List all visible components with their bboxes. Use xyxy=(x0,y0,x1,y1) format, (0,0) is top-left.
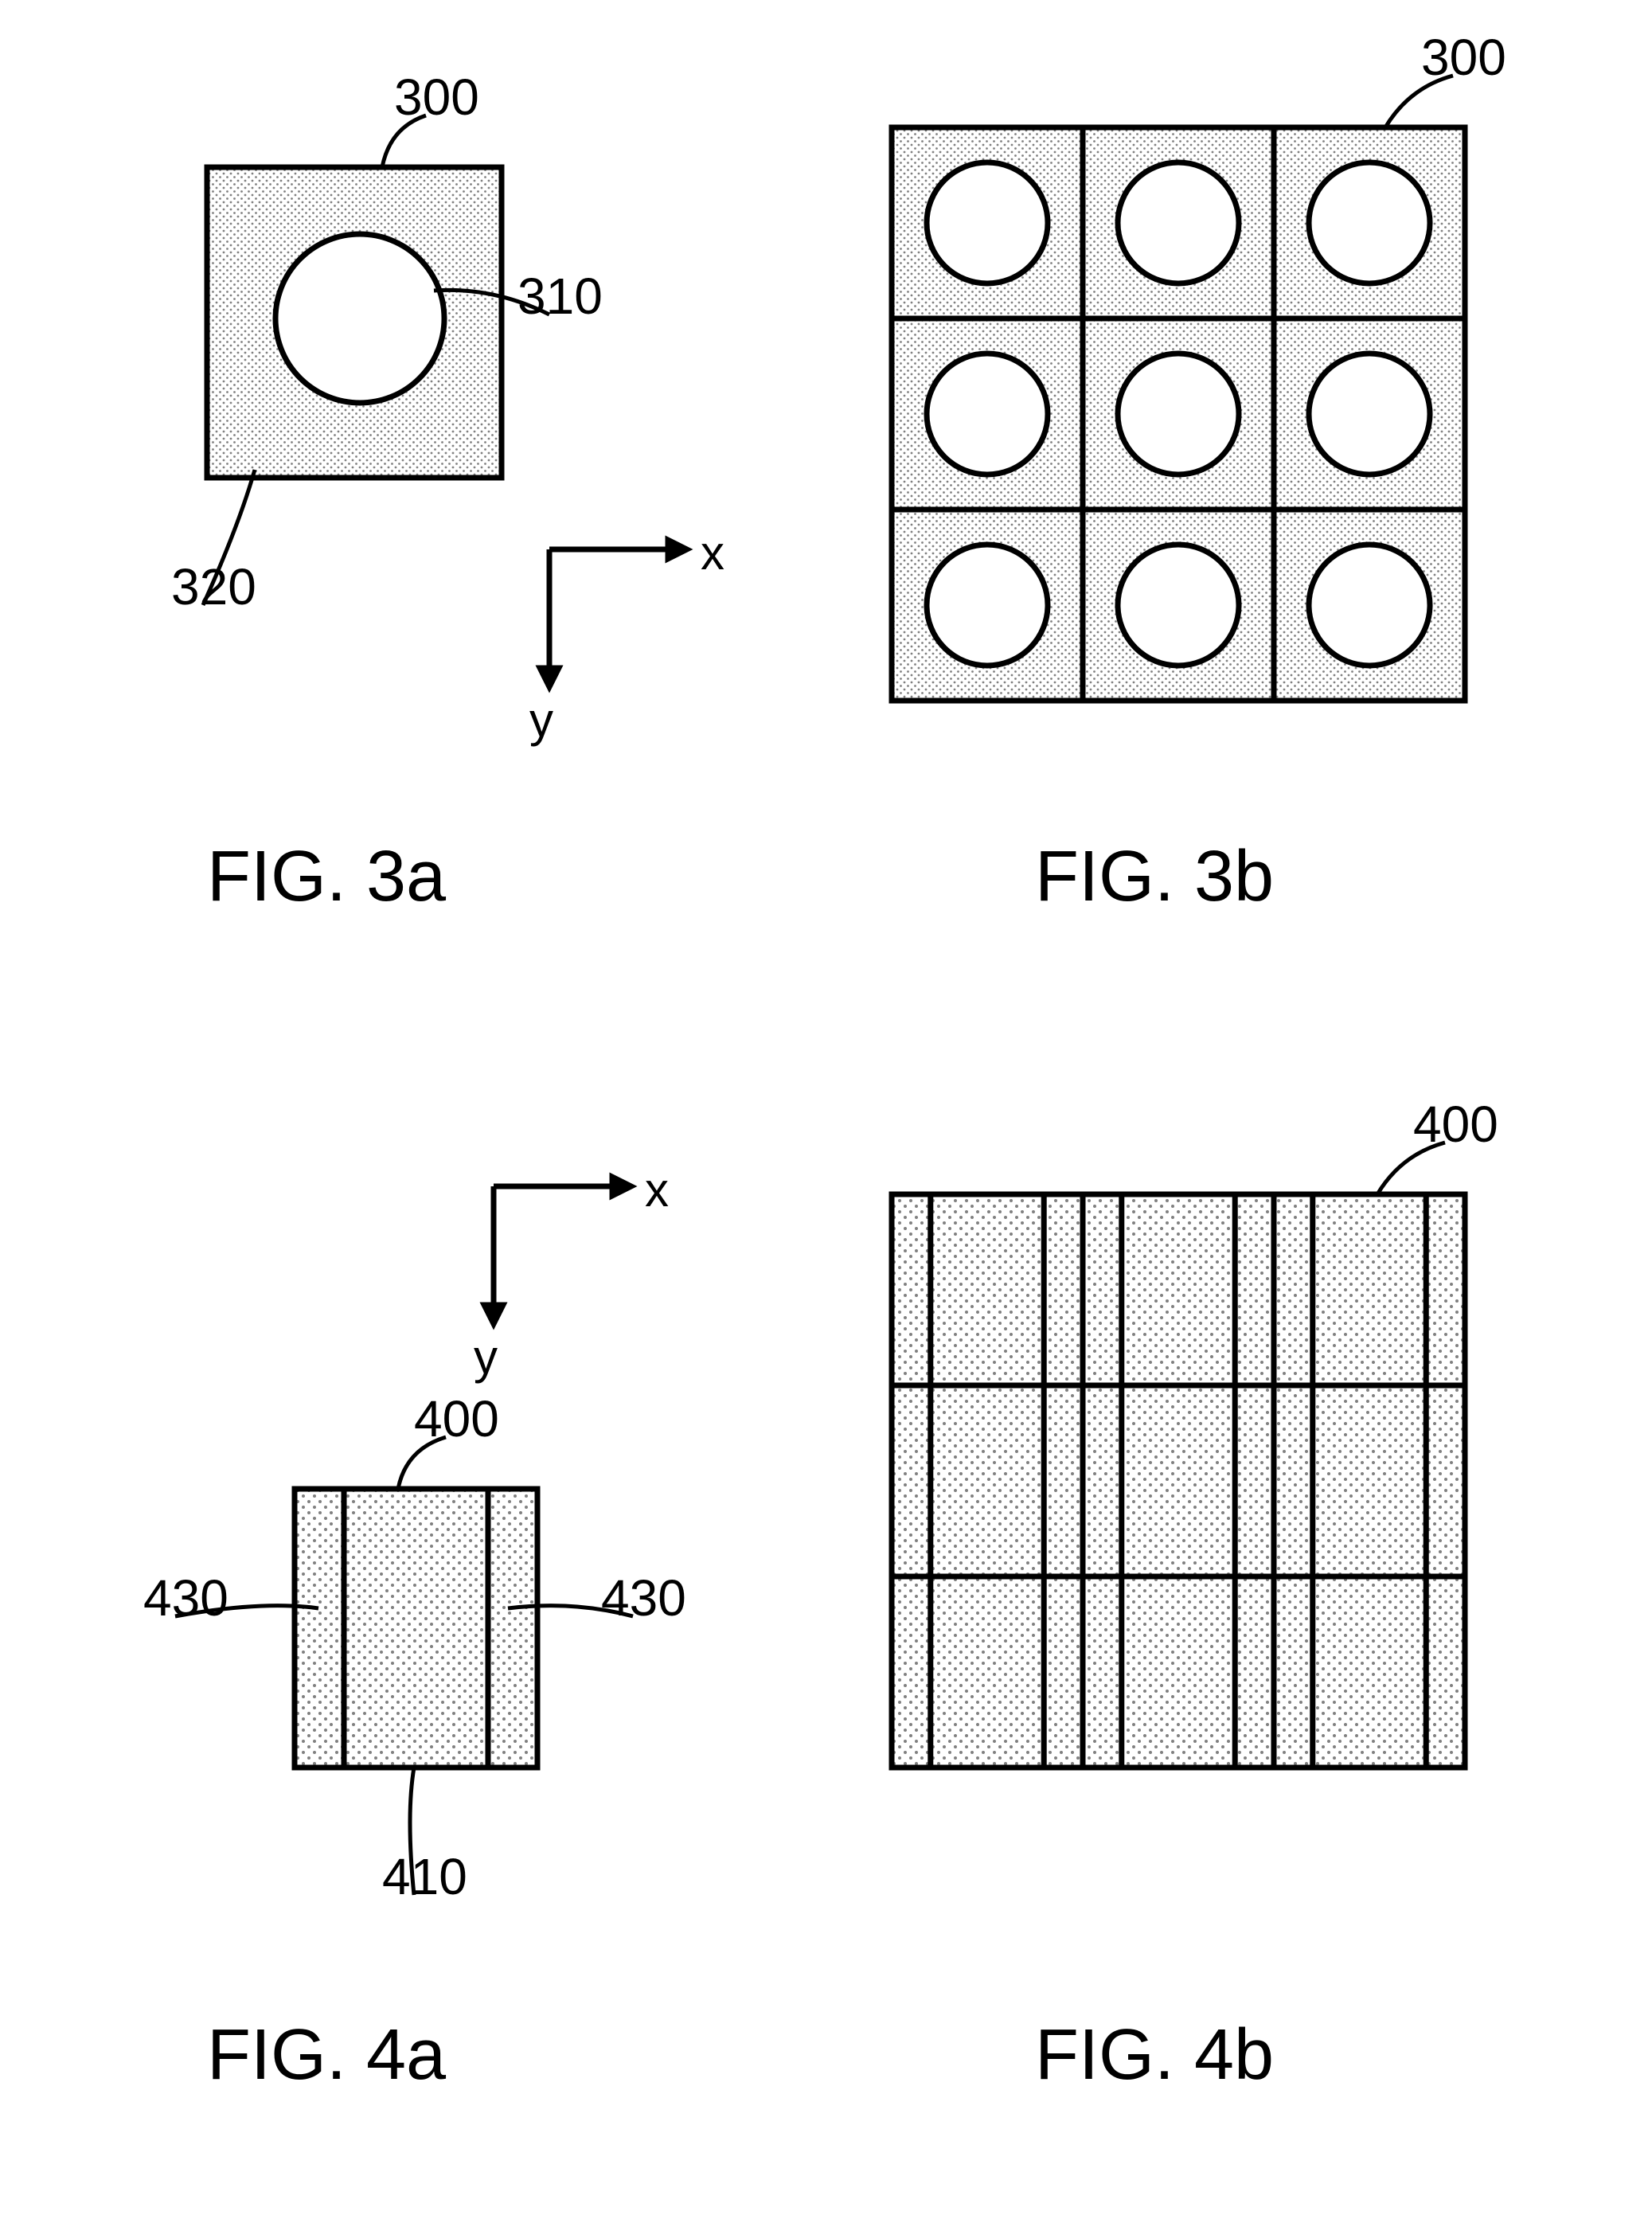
caption-fig4b: FIG. 4b xyxy=(1035,2014,1274,2096)
label-400-fig4b: 400 xyxy=(1413,1095,1498,1154)
axis-y-mid: y xyxy=(474,1330,498,1385)
label-410-fig4a: 410 xyxy=(382,1847,467,1906)
label-300-fig3a: 300 xyxy=(394,68,479,127)
fig3b-hole xyxy=(927,545,1048,666)
caption-fig3b: FIG. 3b xyxy=(1035,836,1274,918)
label-300-fig3b: 300 xyxy=(1421,28,1506,87)
label-430l-fig4a: 430 xyxy=(143,1568,228,1627)
fig3b-hole xyxy=(1118,354,1239,475)
fig3a-hole xyxy=(275,234,444,403)
label-400-fig4a: 400 xyxy=(414,1389,499,1448)
fig3b-hole xyxy=(1309,545,1430,666)
label-310-fig3a: 310 xyxy=(517,267,603,326)
label-320-fig3a: 320 xyxy=(171,557,256,616)
caption-fig3a: FIG. 3a xyxy=(207,836,446,918)
fig3b-hole xyxy=(1118,545,1239,666)
label-430r-fig4a: 430 xyxy=(601,1568,686,1627)
axis-x-top: x xyxy=(701,525,724,580)
fig3b-hole xyxy=(927,354,1048,475)
fig3b-hole xyxy=(1309,354,1430,475)
fig4b-fill xyxy=(892,1194,1465,1768)
axis-y-top: y xyxy=(529,693,553,748)
fig3b-hole xyxy=(927,162,1048,283)
diagram-canvas xyxy=(0,0,1652,2215)
axis-x-mid: x xyxy=(645,1162,669,1217)
fig3b-hole xyxy=(1309,162,1430,283)
fig4a-fill xyxy=(295,1489,537,1768)
caption-fig4a: FIG. 4a xyxy=(207,2014,446,2096)
fig3b-hole xyxy=(1118,162,1239,283)
